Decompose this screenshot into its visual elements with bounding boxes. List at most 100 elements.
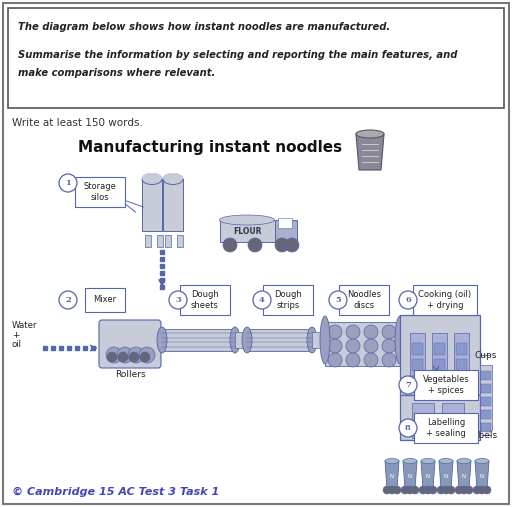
Polygon shape — [421, 461, 435, 489]
Text: make comparisons where relevant.: make comparisons where relevant. — [18, 68, 215, 78]
Circle shape — [437, 486, 445, 494]
FancyBboxPatch shape — [413, 285, 477, 315]
Ellipse shape — [439, 458, 453, 463]
Circle shape — [328, 353, 342, 367]
Circle shape — [346, 325, 360, 339]
Bar — [454, 333, 469, 388]
Polygon shape — [403, 461, 417, 489]
Circle shape — [406, 486, 414, 494]
Polygon shape — [457, 461, 471, 489]
Text: 3: 3 — [175, 296, 181, 304]
Text: FLOUR: FLOUR — [233, 227, 261, 235]
Circle shape — [419, 486, 427, 494]
Circle shape — [117, 347, 133, 363]
Text: Labelling
+ sealing: Labelling + sealing — [426, 418, 466, 438]
Bar — [434, 375, 445, 387]
Ellipse shape — [320, 316, 330, 364]
Circle shape — [465, 486, 473, 494]
Bar — [278, 218, 292, 228]
Circle shape — [223, 238, 237, 252]
Circle shape — [346, 339, 360, 353]
FancyBboxPatch shape — [180, 285, 230, 315]
Text: Cups: Cups — [475, 350, 497, 359]
Circle shape — [399, 291, 417, 309]
FancyBboxPatch shape — [85, 288, 125, 312]
Ellipse shape — [403, 458, 417, 463]
Bar — [142, 179, 162, 231]
Circle shape — [106, 347, 122, 363]
Bar — [163, 179, 183, 231]
Ellipse shape — [457, 458, 471, 463]
Bar — [275, 220, 297, 242]
Circle shape — [329, 291, 347, 309]
Circle shape — [128, 347, 144, 363]
Ellipse shape — [230, 327, 240, 353]
Circle shape — [253, 291, 271, 309]
Bar — [177, 235, 183, 247]
Text: Dough
sheets: Dough sheets — [191, 290, 219, 310]
Text: Dough
strips: Dough strips — [274, 290, 302, 310]
Text: Summarise the information by selecting and reporting the main features, and: Summarise the information by selecting a… — [18, 50, 457, 60]
Circle shape — [59, 291, 77, 309]
Circle shape — [455, 486, 463, 494]
Circle shape — [248, 238, 262, 252]
Bar — [410, 333, 425, 388]
Bar — [400, 315, 480, 395]
Circle shape — [483, 486, 491, 494]
Ellipse shape — [142, 173, 162, 185]
Bar — [434, 343, 445, 355]
Circle shape — [383, 486, 391, 494]
Bar — [412, 343, 423, 355]
Circle shape — [478, 486, 486, 494]
Text: N: N — [426, 475, 430, 480]
Circle shape — [388, 486, 396, 494]
Circle shape — [424, 486, 432, 494]
Bar — [481, 410, 491, 419]
Text: 4: 4 — [259, 296, 265, 304]
Bar — [162, 329, 235, 351]
Text: The diagram below shows how instant noodles are manufactured.: The diagram below shows how instant nood… — [18, 22, 390, 32]
Circle shape — [129, 352, 139, 362]
Text: 7: 7 — [405, 381, 411, 389]
Bar — [481, 423, 491, 432]
Text: Noodles
discs: Noodles discs — [347, 290, 381, 310]
Circle shape — [399, 376, 417, 394]
Bar — [481, 397, 491, 406]
Polygon shape — [385, 461, 399, 489]
Circle shape — [382, 325, 396, 339]
Bar — [165, 235, 171, 247]
Bar — [325, 322, 400, 366]
Circle shape — [442, 486, 450, 494]
FancyBboxPatch shape — [414, 370, 478, 400]
Ellipse shape — [385, 458, 399, 463]
Text: Vegetables
+ spices: Vegetables + spices — [422, 375, 470, 395]
Circle shape — [399, 419, 417, 437]
Ellipse shape — [307, 327, 317, 353]
Text: Cooking (oil)
+ drying: Cooking (oil) + drying — [418, 290, 472, 310]
Ellipse shape — [242, 327, 252, 353]
Text: Storage
silos: Storage silos — [83, 182, 116, 202]
Circle shape — [328, 325, 342, 339]
Circle shape — [401, 486, 409, 494]
Circle shape — [393, 486, 401, 494]
Text: Manufacturing instant noodles: Manufacturing instant noodles — [78, 140, 342, 155]
Bar — [235, 332, 247, 348]
Bar — [145, 235, 151, 247]
Circle shape — [346, 353, 360, 367]
Circle shape — [429, 486, 437, 494]
Ellipse shape — [421, 458, 435, 463]
FancyBboxPatch shape — [414, 413, 478, 443]
Text: 8: 8 — [405, 424, 411, 432]
Circle shape — [411, 486, 419, 494]
Polygon shape — [475, 461, 489, 489]
Text: Labels: Labels — [468, 430, 497, 440]
Bar — [456, 343, 467, 355]
Polygon shape — [356, 134, 384, 170]
Circle shape — [382, 339, 396, 353]
Circle shape — [364, 325, 378, 339]
Bar — [481, 371, 491, 380]
Circle shape — [364, 339, 378, 353]
FancyBboxPatch shape — [339, 285, 389, 315]
Circle shape — [285, 238, 299, 252]
Circle shape — [107, 352, 117, 362]
